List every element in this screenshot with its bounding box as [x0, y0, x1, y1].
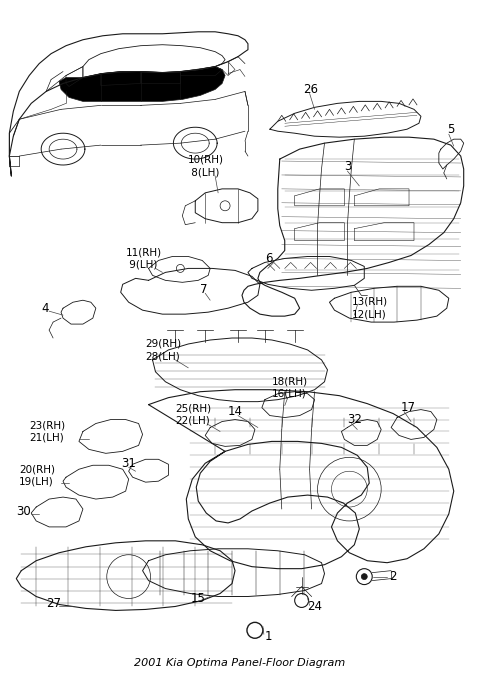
Text: 25(RH)
22(LH): 25(RH) 22(LH) [175, 403, 212, 426]
Circle shape [361, 574, 367, 580]
Text: 3: 3 [344, 160, 352, 172]
Text: 4: 4 [41, 301, 48, 314]
Text: 30: 30 [16, 504, 31, 517]
Text: 18(RH)
16(LH): 18(RH) 16(LH) [272, 377, 308, 399]
Text: 13(RH)
12(LH): 13(RH) 12(LH) [351, 297, 387, 319]
Text: 7: 7 [200, 282, 208, 296]
Text: 2001 Kia Optima Panel-Floor Diagram: 2001 Kia Optima Panel-Floor Diagram [134, 658, 346, 668]
Polygon shape [59, 67, 225, 101]
Text: 14: 14 [228, 405, 243, 418]
Text: 27: 27 [46, 597, 61, 610]
Text: 24: 24 [308, 600, 323, 613]
Text: 23(RH)
21(LH): 23(RH) 21(LH) [29, 420, 65, 443]
Text: 20(RH)
19(LH): 20(RH) 19(LH) [19, 464, 55, 486]
Text: 15: 15 [190, 592, 205, 605]
Text: 32: 32 [348, 413, 362, 426]
Text: 29(RH)
28(LH): 29(RH) 28(LH) [145, 339, 181, 361]
Text: 2: 2 [389, 570, 396, 583]
Text: 11(RH)
 9(LH): 11(RH) 9(LH) [126, 247, 162, 270]
Text: 26: 26 [302, 83, 318, 96]
Text: 10(RH)
 8(LH): 10(RH) 8(LH) [188, 155, 224, 177]
Text: 6: 6 [265, 252, 272, 265]
Text: 31: 31 [120, 457, 135, 470]
Text: 5: 5 [447, 123, 454, 136]
Text: 17: 17 [401, 401, 416, 414]
Text: 1: 1 [265, 630, 272, 643]
